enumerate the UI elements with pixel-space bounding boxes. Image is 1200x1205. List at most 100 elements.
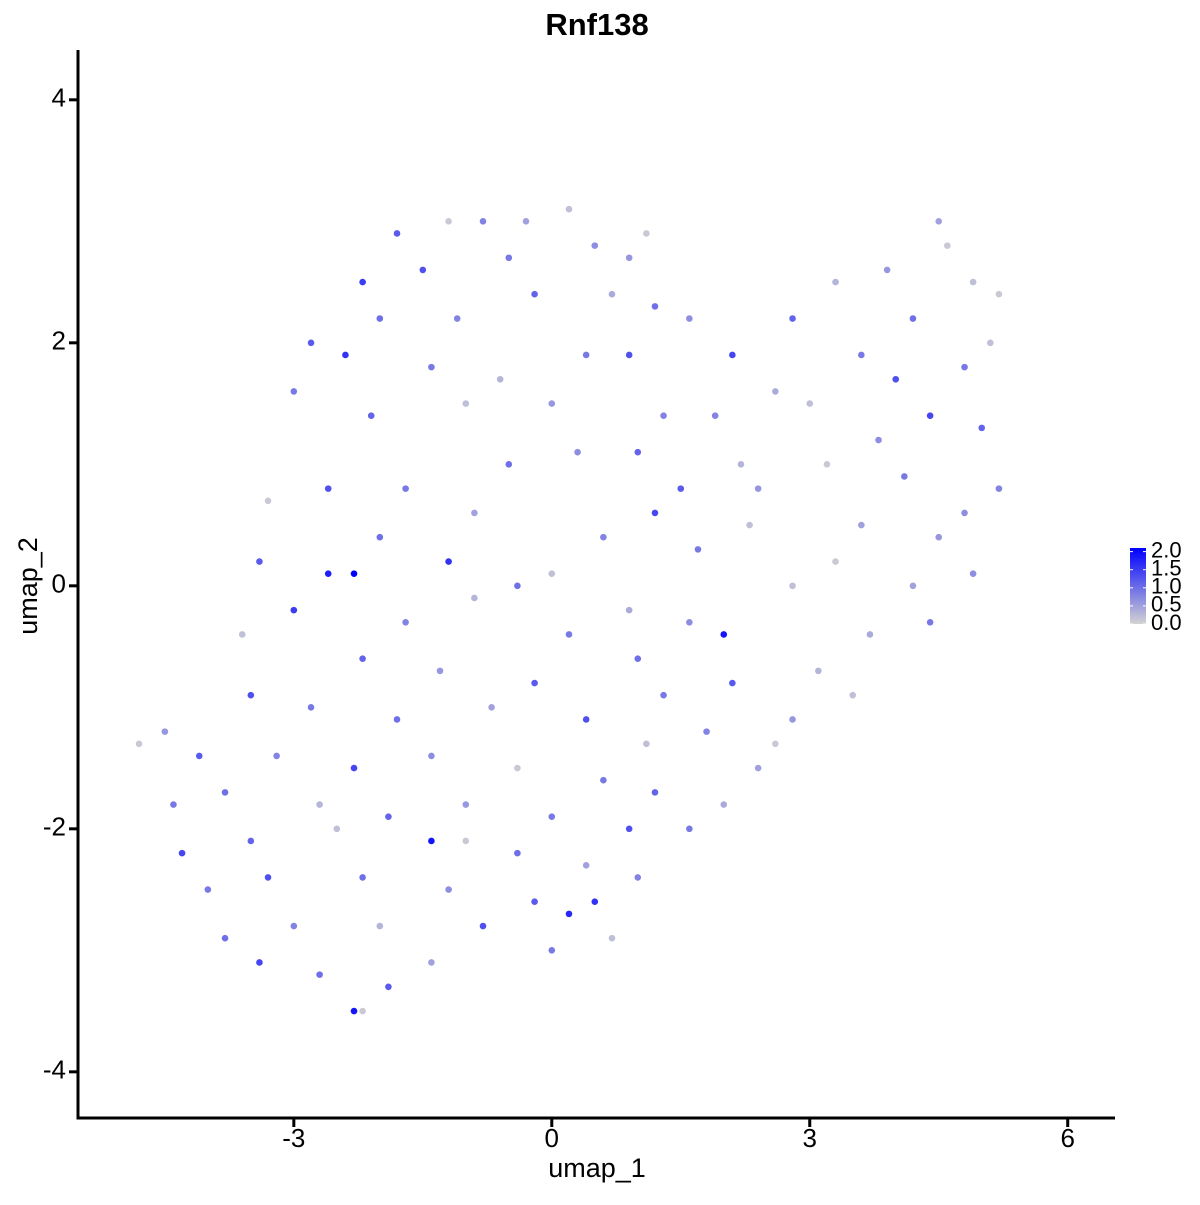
point <box>256 558 263 565</box>
point <box>453 315 461 322</box>
point <box>935 533 943 541</box>
point <box>565 910 573 918</box>
colorbar-label: 1.5 <box>1151 556 1182 581</box>
point <box>703 728 710 735</box>
point <box>428 837 435 845</box>
point <box>858 351 865 359</box>
point <box>247 837 255 845</box>
point <box>625 254 633 262</box>
point <box>711 412 719 420</box>
point <box>359 655 366 663</box>
y-tick-label: 0 <box>52 569 66 599</box>
point <box>359 278 366 286</box>
point <box>316 971 323 978</box>
point <box>548 570 556 577</box>
point <box>978 424 986 432</box>
point <box>582 861 590 869</box>
point <box>350 570 358 577</box>
y-tick-label: -2 <box>43 812 66 842</box>
point <box>686 618 693 626</box>
point <box>514 582 521 590</box>
point <box>548 947 556 954</box>
point <box>393 716 401 723</box>
point <box>161 728 169 735</box>
point <box>471 594 478 602</box>
y-tick-label: 4 <box>52 83 66 113</box>
point <box>204 886 212 893</box>
point <box>462 400 470 407</box>
point <box>995 290 1003 298</box>
point <box>359 1007 366 1015</box>
point <box>307 339 315 347</box>
point <box>772 740 779 748</box>
point <box>496 375 504 383</box>
point <box>634 874 642 881</box>
point <box>290 922 298 930</box>
point <box>995 485 1003 492</box>
point <box>531 290 538 298</box>
point <box>471 509 478 517</box>
y-axis-title: umap_2 <box>13 537 43 635</box>
point <box>359 874 366 881</box>
point <box>909 582 917 590</box>
point <box>307 704 315 711</box>
point <box>436 667 444 675</box>
point <box>729 351 736 359</box>
colorbar-label: 0.5 <box>1151 592 1182 617</box>
point <box>367 412 375 420</box>
point <box>488 704 495 711</box>
point <box>479 218 487 225</box>
point <box>737 461 745 468</box>
point <box>892 375 900 383</box>
point <box>651 789 659 796</box>
point <box>772 388 779 395</box>
point <box>290 388 298 395</box>
point <box>505 254 513 262</box>
point <box>969 570 977 577</box>
point <box>694 546 702 553</box>
point <box>170 801 177 808</box>
point <box>944 242 951 249</box>
point <box>522 218 530 225</box>
point <box>926 412 934 420</box>
point <box>238 631 246 638</box>
x-tick-label: 6 <box>1060 1123 1074 1153</box>
point <box>858 521 865 529</box>
point <box>582 351 590 359</box>
point <box>428 363 435 371</box>
point <box>591 242 599 249</box>
point <box>625 351 633 359</box>
point <box>729 679 736 687</box>
point <box>221 934 229 942</box>
point <box>505 461 513 468</box>
point <box>514 764 521 772</box>
point <box>256 959 263 966</box>
point <box>754 764 762 772</box>
point <box>445 886 452 893</box>
x-tick-label: 0 <box>545 1123 559 1153</box>
point <box>625 825 633 833</box>
point <box>385 983 392 991</box>
y-tick-label: -4 <box>43 1055 66 1085</box>
point <box>582 716 590 723</box>
point <box>393 230 401 237</box>
point <box>608 290 616 298</box>
point <box>428 752 435 760</box>
point <box>350 764 358 772</box>
y-tick-label: 2 <box>52 326 66 356</box>
point <box>754 485 762 492</box>
point <box>462 801 470 808</box>
point <box>264 874 272 881</box>
point <box>445 558 452 565</box>
point <box>565 631 573 638</box>
x-tick-label: -3 <box>282 1123 305 1153</box>
point <box>651 509 659 517</box>
point <box>789 716 796 723</box>
point <box>832 558 839 565</box>
colorbar-label: 0.0 <box>1151 610 1182 635</box>
point <box>273 752 280 760</box>
point <box>634 655 642 663</box>
point <box>660 691 667 699</box>
point <box>600 776 607 784</box>
colorbar-label: 1.0 <box>1151 574 1182 599</box>
